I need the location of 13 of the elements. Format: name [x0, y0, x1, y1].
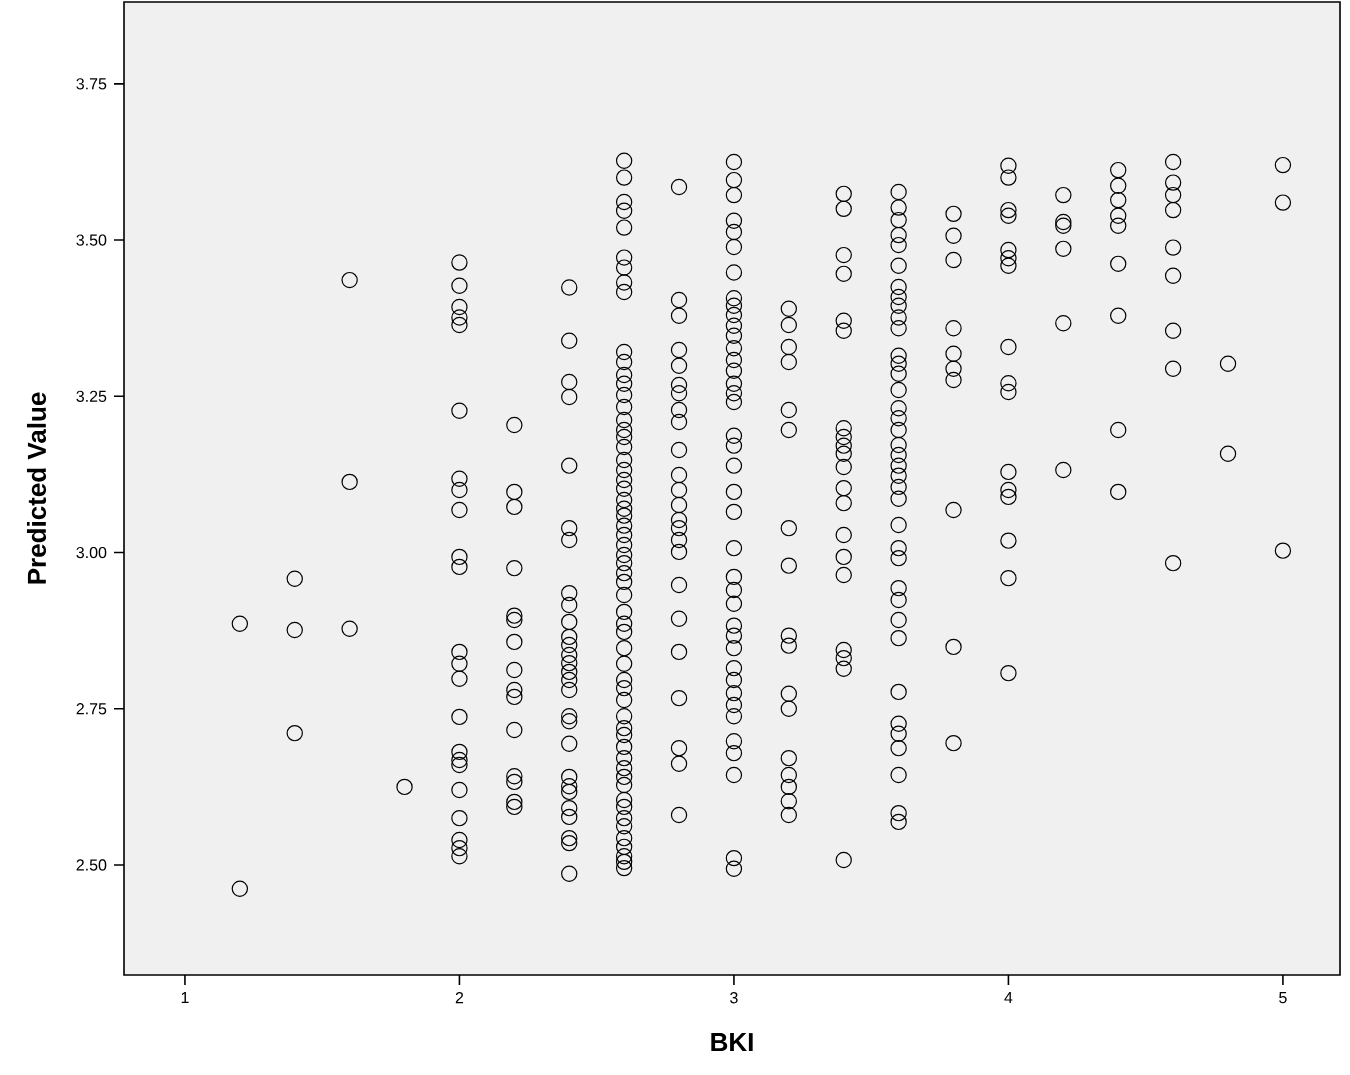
y-tick-label: 3.25: [76, 390, 107, 402]
y-tick-label: 3.75: [76, 78, 107, 90]
x-tick-label: 5: [1279, 992, 1287, 1004]
x-tick-label: 1: [181, 992, 189, 1004]
x-tick-label: 2: [455, 992, 464, 1004]
y-tick-label: 2.75: [76, 703, 107, 715]
x-axis-title: BKI: [711, 1033, 753, 1051]
y-tick-label: 2.50: [76, 859, 107, 871]
y-axis-title: Predicted Value: [26, 392, 47, 584]
x-tick-label: 4: [1004, 992, 1013, 1004]
y-tick-label: 3.50: [76, 234, 107, 246]
y-tick-label: 3.00: [76, 546, 107, 559]
x-tick-label: 3: [730, 992, 738, 1004]
